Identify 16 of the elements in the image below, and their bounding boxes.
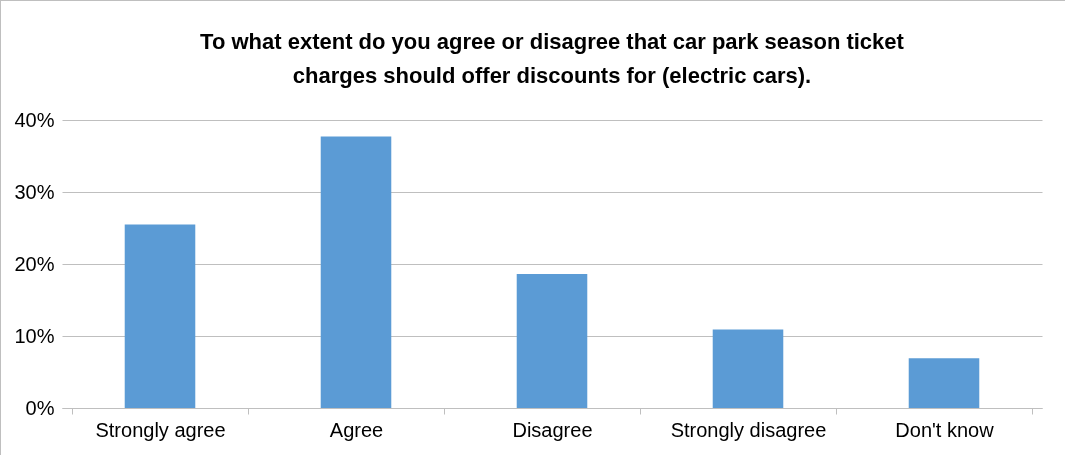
y-tick-label: 40% <box>14 108 55 131</box>
bar <box>124 224 196 408</box>
bar <box>712 329 784 408</box>
x-tick-label: Agree <box>329 418 384 441</box>
x-tick-label: Disagree <box>512 418 593 441</box>
y-tick-label: 20% <box>14 252 55 275</box>
y-tick-label: 10% <box>14 324 55 347</box>
x-tick-label: Strongly disagree <box>670 418 827 441</box>
x-tick-label: Strongly agree <box>95 418 226 441</box>
x-tick-label: Don't know <box>895 418 995 441</box>
bar <box>320 136 392 408</box>
y-tick-label: 30% <box>14 180 55 203</box>
y-tick-label: 0% <box>25 396 55 419</box>
bar <box>516 274 588 408</box>
chart-title: To what extent do you agree or disagree that car park season ticket charges should offer discounts for (electric cars). <box>200 29 905 88</box>
bar <box>908 358 980 408</box>
